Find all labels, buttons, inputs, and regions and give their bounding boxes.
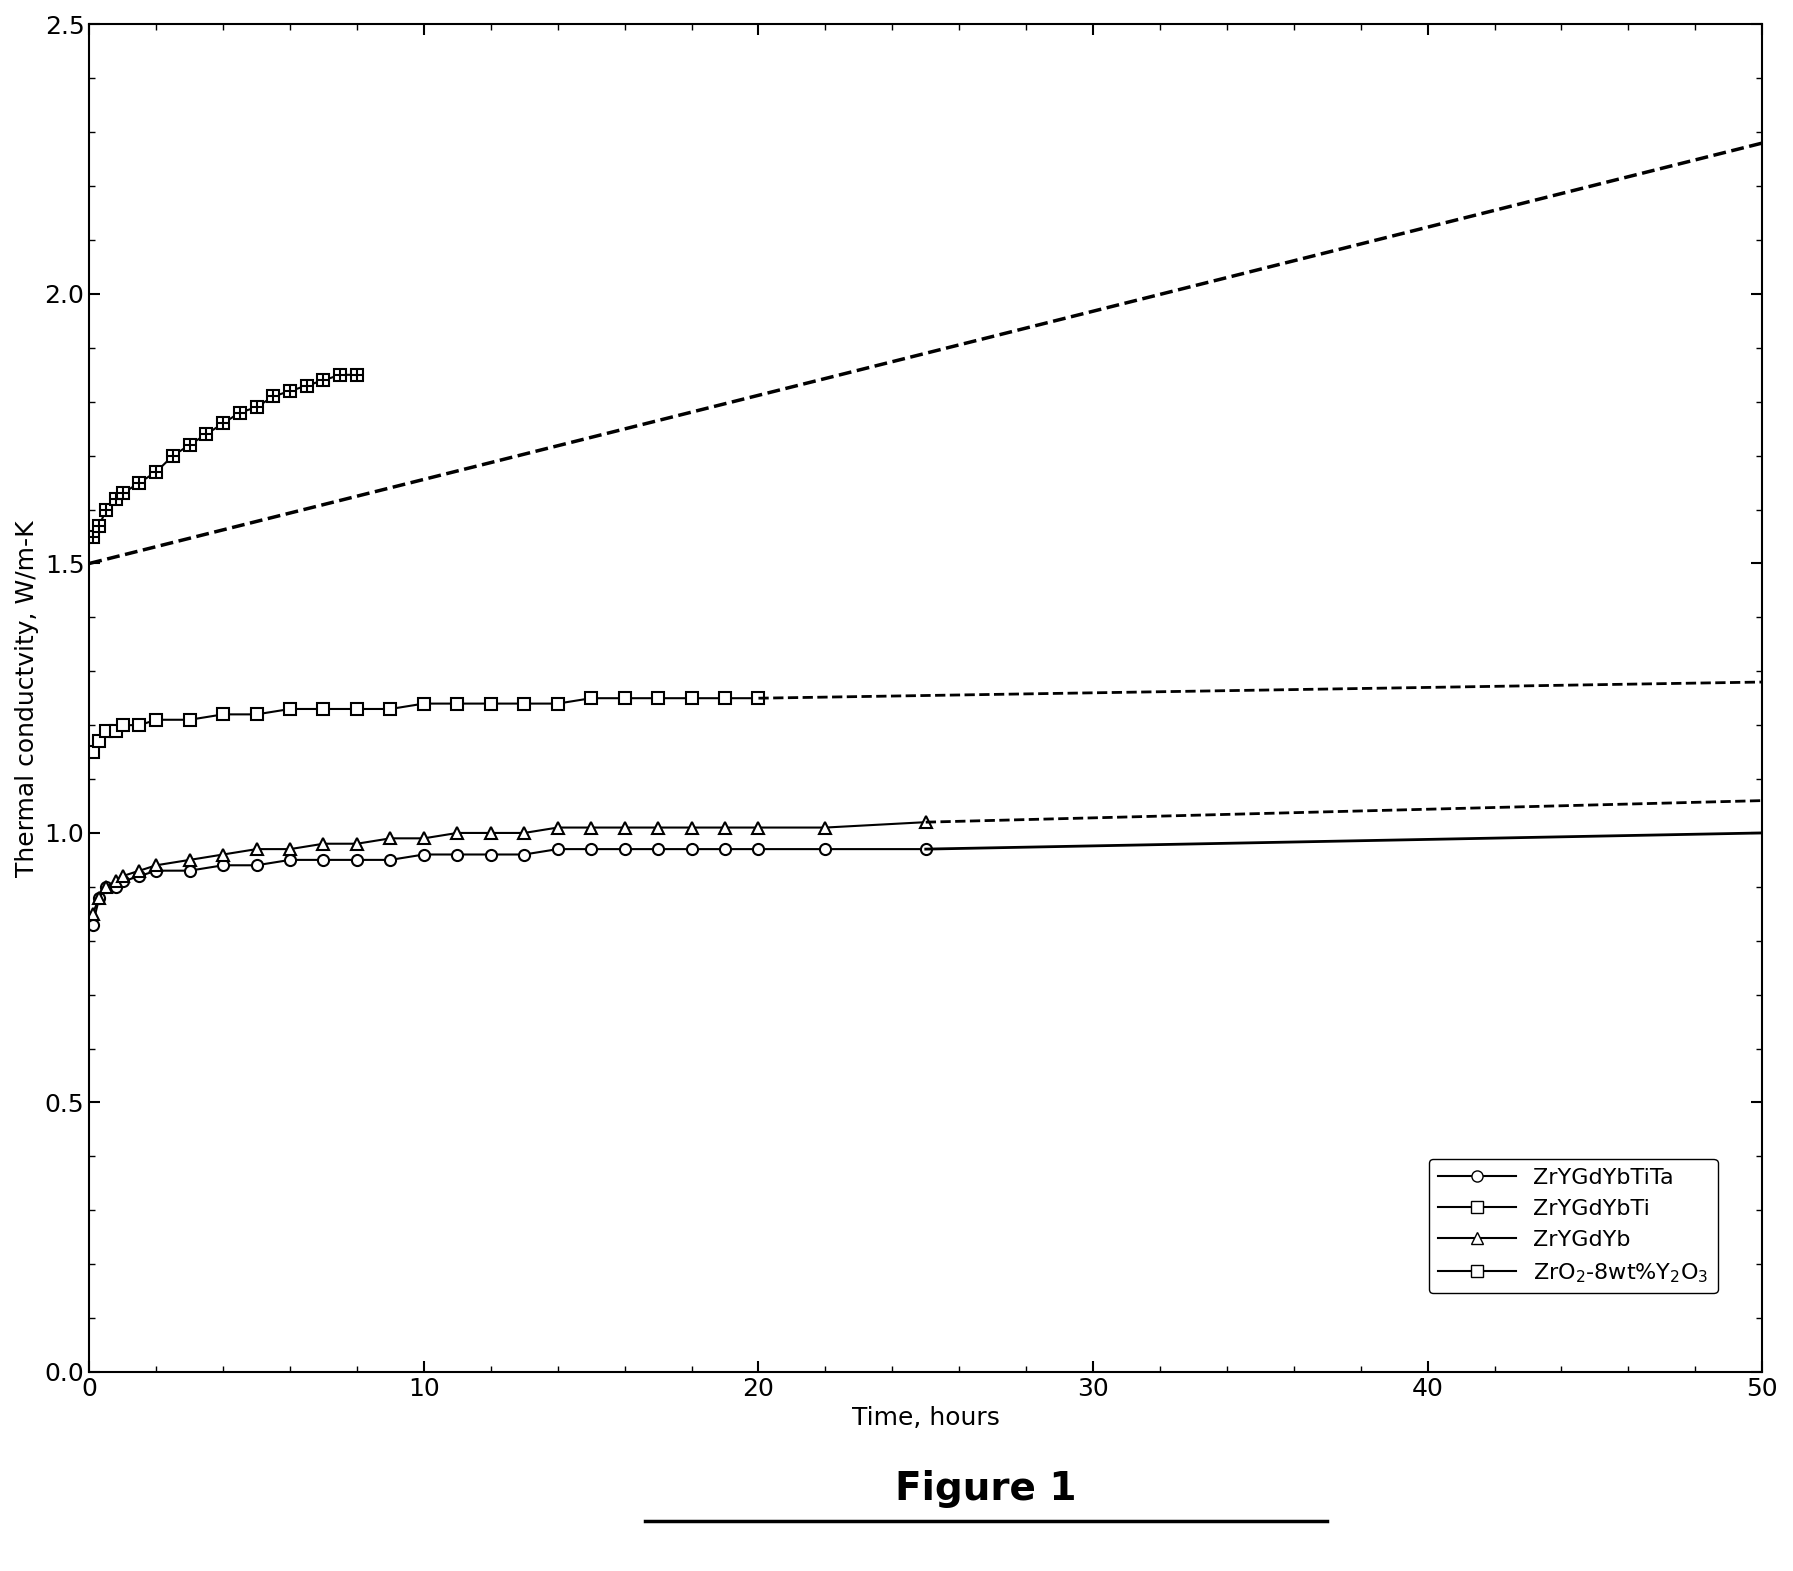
Text: Figure 1: Figure 1 [895,1470,1078,1508]
Y-axis label: Thermal conductvity, W/m-K: Thermal conductvity, W/m-K [14,520,39,877]
X-axis label: Time, hours: Time, hours [852,1406,1000,1430]
Legend: ZrYGdYbTiTa, ZrYGdYbTi, ZrYGdYb, ZrO$_2$-8wt%Y$_2$O$_3$: ZrYGdYbTiTa, ZrYGdYbTi, ZrYGdYb, ZrO$_2$… [1429,1159,1718,1293]
